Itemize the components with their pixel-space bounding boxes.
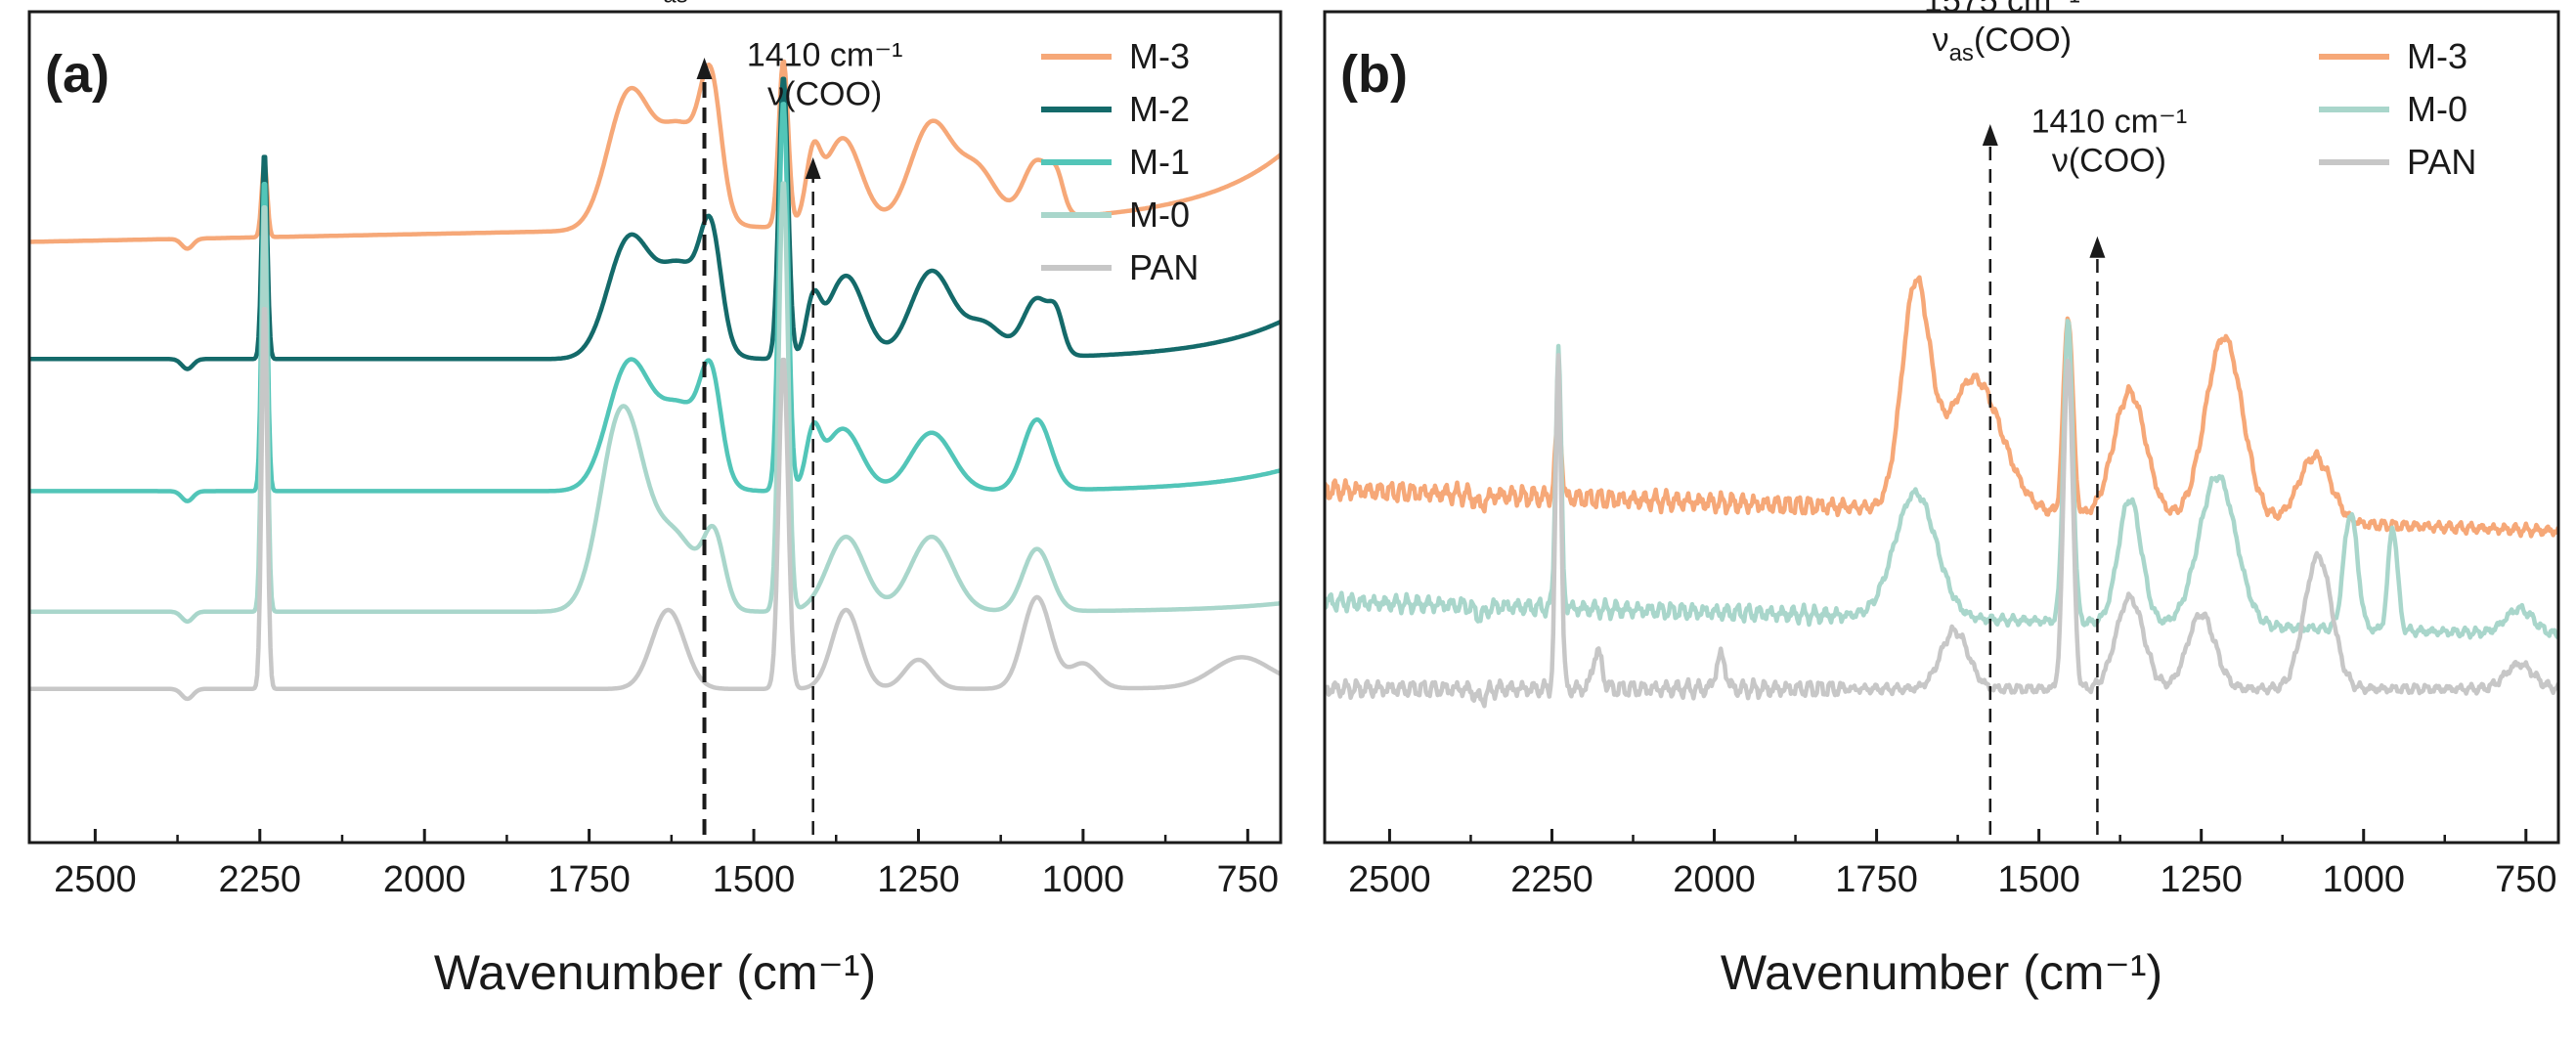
- legend-label-m-2: M-2: [1129, 89, 1190, 129]
- x-tick-label: 1000: [1042, 859, 1125, 900]
- legend-label-m-1: M-1: [1129, 142, 1190, 182]
- x-tick-label: 750: [1217, 859, 1279, 900]
- series-line-m-1: [29, 102, 1281, 503]
- series-line-m-2: [29, 76, 1281, 371]
- x-tick-label: 1000: [2322, 859, 2405, 900]
- legend-label-pan: PAN: [1129, 247, 1199, 287]
- plot-frame: [1323, 10, 2560, 845]
- x-tick-label: 1250: [2160, 859, 2243, 900]
- series-line-m-3: [1325, 275, 2558, 539]
- x-tick-label: 2000: [383, 859, 466, 900]
- x-axis: 2500 2250 2000 1750 1500 1250 1000 750: [1348, 829, 2556, 900]
- legend-label-m-3: M-3: [2407, 36, 2467, 76]
- legend-label-m-0: M-0: [1129, 195, 1190, 235]
- x-axis-label: Wavenumber (cm⁻¹): [1721, 945, 2162, 1000]
- annotation-1410: 1410 cm⁻¹ν(COO): [747, 36, 903, 835]
- x-tick-label: 2500: [54, 859, 137, 900]
- annotation-mode: ν(COO): [2052, 142, 2166, 179]
- series-line-m-0: [29, 181, 1281, 625]
- x-tick-label: 2500: [1348, 859, 1431, 900]
- panel-label: (b): [1340, 45, 1408, 104]
- x-tick-label: 1750: [547, 859, 631, 900]
- panel-label: (a): [45, 45, 109, 104]
- legend-label-pan: PAN: [2407, 142, 2476, 182]
- annotation-1410: 1410 cm⁻¹ν(COO): [2031, 103, 2188, 835]
- x-tick-label: 2250: [219, 859, 302, 900]
- series-line-m-0: [1325, 318, 2558, 640]
- annotation-mode: νas(COO): [646, 0, 785, 9]
- annotation-arrowhead: [1982, 124, 1998, 146]
- x-axis: 2500 2250 2000 1750 1500 1250 1000 750: [54, 829, 1279, 900]
- annotation-wavenumber: 1575 cm⁻¹: [1924, 0, 2080, 20]
- series-line-pan: [1325, 353, 2558, 709]
- series-line-pan: [29, 306, 1281, 702]
- x-tick-label: 2250: [1510, 859, 1594, 900]
- annotation-wavenumber: 1410 cm⁻¹: [2031, 103, 2188, 140]
- legend: M-3 M-2 M-1 M-0 PAN: [1041, 36, 1199, 287]
- legend: M-3 M-0 PAN: [2319, 36, 2476, 182]
- x-tick-label: 1250: [877, 859, 960, 900]
- annotation-arrowhead: [2089, 236, 2106, 258]
- annotation-arrowhead: [805, 157, 821, 179]
- annotation-mode: ν(COO): [767, 75, 882, 112]
- x-tick-label: 1750: [1835, 859, 1918, 900]
- x-tick-label: 2000: [1673, 859, 1756, 900]
- legend-label-m-3: M-3: [1129, 36, 1190, 76]
- annotation-mode: νas(COO): [1933, 22, 2072, 66]
- series-group: [29, 59, 1281, 702]
- x-axis-label: Wavenumber (cm⁻¹): [434, 945, 876, 1000]
- x-tick-label: 1500: [1997, 859, 2080, 900]
- series-group: [1325, 275, 2558, 709]
- x-tick-label: 750: [2495, 859, 2556, 900]
- annotation-wavenumber: 1410 cm⁻¹: [747, 36, 903, 73]
- annotation-arrowhead: [696, 58, 713, 79]
- x-tick-label: 1500: [713, 859, 796, 900]
- series-line-m-3: [29, 59, 1281, 251]
- plot-frame: [27, 10, 1283, 845]
- legend-label-m-0: M-0: [2407, 89, 2467, 129]
